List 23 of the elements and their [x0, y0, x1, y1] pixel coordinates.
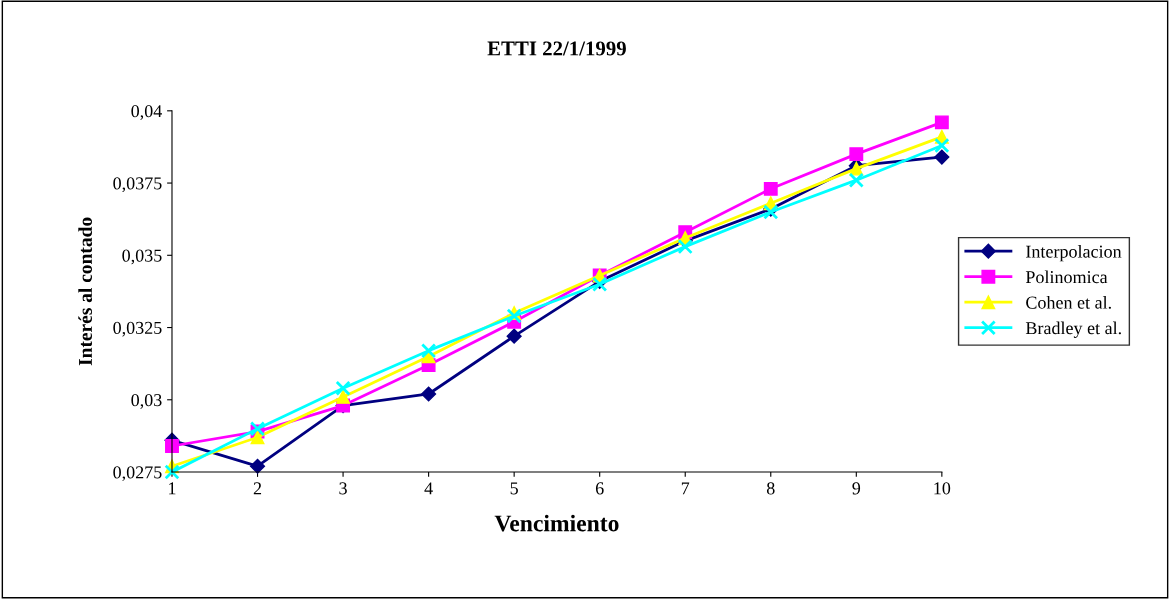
x-tick-label: 10 [934, 482, 951, 495]
legend-label: Interpolacion [1026, 244, 1122, 262]
x-tick-label: 2 [253, 482, 262, 495]
chart-title: ETTI 22/1/1999 [487, 41, 626, 56]
y-axis-title: Interés al contado [78, 217, 92, 366]
legend-label: Polinomica [1025, 270, 1108, 284]
x-tick-label: 6 [595, 482, 604, 495]
x-tick-label: 5 [510, 482, 518, 495]
x-tick-label: 1 [169, 482, 176, 495]
x-axis-title: Vencimiento [494, 514, 619, 532]
x-tick-label: 9 [852, 482, 861, 495]
y-tick-label: 0,04 [131, 105, 162, 120]
y-tick-label: 0,0325 [113, 321, 162, 337]
x-tick-label: 3 [339, 482, 347, 495]
x-tick-label: 7 [681, 482, 690, 495]
x-tick-label: 8 [766, 482, 775, 495]
y-tick-label: 0,03 [131, 394, 162, 409]
y-tick-label: 0,0275 [113, 466, 162, 482]
y-tick-label: 0,0375 [113, 177, 162, 193]
legend-label: Cohen et al. [1026, 296, 1111, 309]
y-tick-label: 0,035 [122, 249, 162, 265]
legend-label: Bradley et al. [1025, 321, 1121, 338]
x-tick-label: 4 [424, 482, 433, 495]
